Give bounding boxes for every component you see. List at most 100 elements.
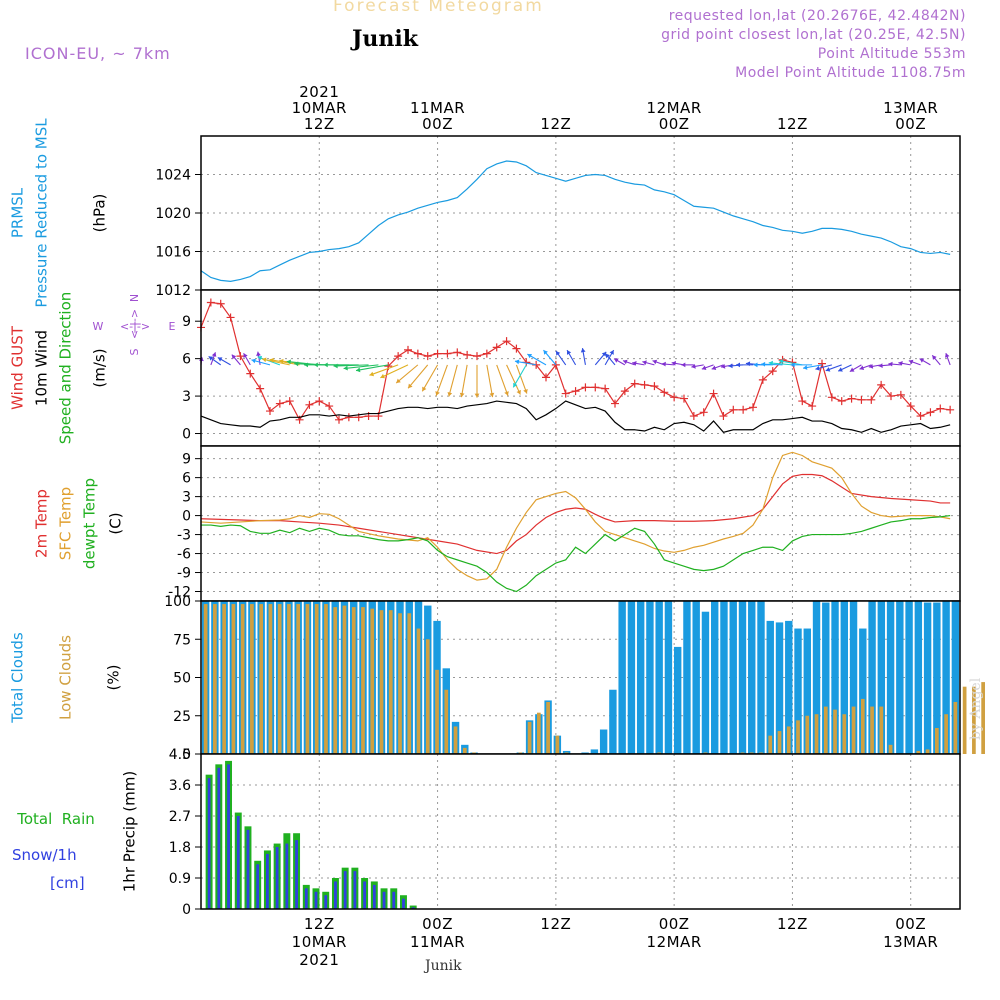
precip-ytick-label: 4.5 (169, 747, 191, 763)
total-cloud-bar (933, 602, 941, 754)
low-cloud-bar (333, 607, 338, 754)
low-cloud-bar (823, 706, 828, 754)
series-line-prmsl (200, 160, 951, 282)
temp-axis-label: SFC Temp (57, 487, 75, 560)
clouds-axis-label: Total Clouds (9, 632, 27, 724)
snow-bar (382, 891, 386, 909)
total-cloud-bar (627, 601, 636, 754)
wind-arrow-head (661, 361, 666, 367)
top-time-label: 00Z (895, 115, 926, 133)
wind-arrow (407, 364, 429, 389)
bottom-time-label: 12Z (540, 915, 571, 933)
wind-arrow-head (555, 350, 561, 356)
wind-arrow-head (691, 363, 696, 369)
pressure-axis-label: (hPa) (91, 194, 109, 233)
wind-arrow-head (396, 378, 401, 384)
series-line-sfc-temp (200, 451, 951, 581)
gust-marker (887, 392, 895, 401)
precip-ytick-label: 0.9 (169, 871, 191, 887)
temp-ytick-label: -6 (177, 547, 191, 563)
total-cloud-bar (942, 601, 950, 754)
low-cloud-bar (314, 604, 319, 754)
wind-arrow-head (580, 348, 586, 353)
pressure-ytick-label: 1024 (155, 168, 191, 184)
gust-marker (768, 367, 777, 376)
low-cloud-bar (860, 698, 865, 754)
wind-panel (195, 289, 961, 447)
clouds-ytick-label: 25 (173, 709, 191, 725)
low-cloud-bar (981, 682, 985, 754)
wind-arrow-head (898, 361, 903, 366)
wind-arrow-head (474, 393, 480, 398)
total-cloud-bar (599, 729, 608, 754)
temp-axis-label: (C) (107, 512, 125, 534)
total-cloud-bar (849, 601, 858, 754)
wind-arrow-head (243, 353, 248, 358)
gust-marker (502, 337, 511, 346)
gridpoint-coords: grid point closest lon,lat (20.25E, 42.5… (661, 27, 966, 43)
low-cloud-bar (555, 735, 560, 754)
gust-marker (581, 383, 590, 392)
gust-marker (482, 349, 491, 358)
compass-south: S (128, 348, 141, 355)
gust-marker (847, 394, 856, 403)
low-cloud-bar (361, 607, 365, 754)
wind-arrow-head (761, 361, 766, 367)
wind-arrow (343, 364, 379, 370)
gust-marker (670, 393, 679, 402)
total-cloud-bar (905, 601, 913, 754)
wind-arrow (435, 364, 448, 396)
compass-north: N (128, 294, 141, 302)
total-cloud-bar (775, 622, 784, 754)
temp-ytick-label: 0 (182, 509, 191, 525)
top-time-label: 00Z (659, 115, 690, 133)
gust-marker (818, 359, 826, 368)
pressure-ytick-label: 1020 (155, 206, 191, 222)
low-cloud-bar (379, 610, 384, 754)
wind-arrow (512, 364, 527, 388)
temp-axis-label: dewpt Temp (81, 478, 99, 569)
wind-arrow-head (711, 365, 717, 371)
wind-arrow-head (208, 356, 214, 361)
series-line-dewpt-temp (201, 514, 951, 593)
wind-arrow-head (489, 392, 495, 398)
wind-arrow (496, 364, 509, 396)
wind-arrow-head (356, 367, 361, 373)
gust-marker (344, 413, 353, 422)
gust-marker (837, 397, 846, 406)
precip-ytick-label: 1.8 (169, 840, 191, 856)
gust-marker (305, 400, 314, 409)
gust-marker (620, 387, 629, 396)
low-cloud-bar (749, 752, 754, 754)
top-time-label: 2021 (299, 83, 339, 101)
precip-background (201, 754, 960, 909)
total-cloud-bar (785, 620, 793, 754)
bottom-time-label: 00Z (659, 915, 690, 933)
wind-arrow-head (313, 362, 318, 368)
total-cloud-bar (803, 628, 811, 754)
total-cloud-bar (701, 611, 710, 754)
wind-axis-label: Speed and Direction (57, 292, 75, 445)
gust-marker (729, 405, 738, 414)
gust-marker (463, 350, 472, 359)
total-cloud-bar (896, 601, 904, 754)
low-cloud-bar (435, 669, 439, 754)
temp-ytick-label: 9 (182, 452, 191, 468)
low-cloud-bar (268, 604, 273, 754)
wind-arrow-head (908, 359, 914, 365)
wind-arrow-head (944, 353, 950, 358)
low-cloud-bar (407, 613, 412, 754)
snow-bar (246, 829, 250, 909)
low-cloud-bar (296, 604, 301, 754)
snow-bar (392, 891, 396, 909)
gust-marker (453, 348, 462, 357)
precip-label-unit: [cm] (50, 874, 85, 892)
wind-arrow-head (380, 373, 385, 379)
wind-arrow-head (513, 382, 518, 388)
temp-axis-label: 2m Temp (33, 489, 51, 558)
clouds-ytick-label: 50 (173, 671, 191, 687)
low-cloud-bar (805, 715, 810, 754)
pressure-ytick-label: 1012 (155, 283, 191, 299)
gust-marker (226, 313, 235, 322)
